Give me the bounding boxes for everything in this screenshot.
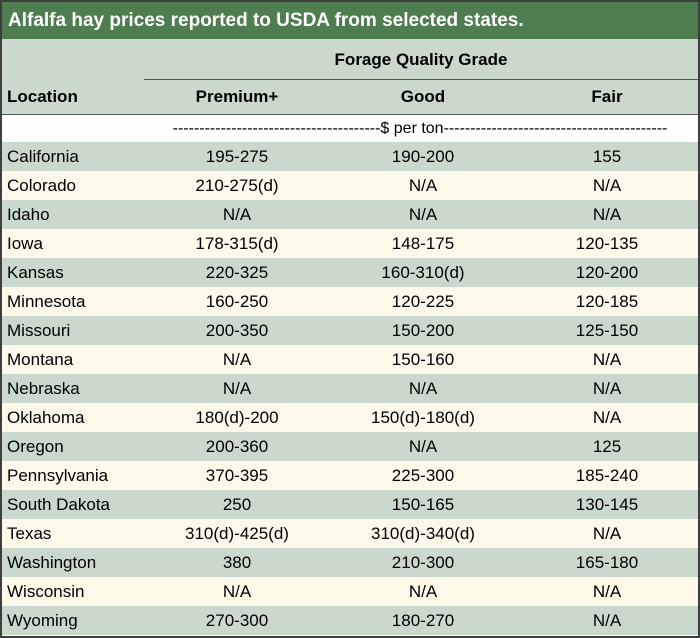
- cell-good: N/A: [408, 205, 438, 224]
- cell-premium: N/A: [222, 350, 252, 369]
- cell-premium: 310(d)-425(d): [185, 524, 289, 543]
- cell-premium: 210-275(d): [195, 176, 279, 195]
- cell-premium: 180(d)-200: [195, 408, 279, 427]
- cell-fair: 125: [592, 437, 622, 456]
- cell-premium: N/A: [222, 379, 252, 398]
- cell-fair: 120-135: [575, 234, 639, 253]
- cell-fair: 120-185: [575, 292, 639, 311]
- cell-fair: N/A: [592, 408, 622, 427]
- cell-premium: 178-315(d): [195, 234, 279, 253]
- cell-good: 225-300: [391, 466, 455, 485]
- cell-good: 180-270: [391, 611, 455, 630]
- cell-premium: 270-300: [205, 611, 269, 630]
- cell-fair: N/A: [592, 350, 622, 369]
- cell-location: Montana: [7, 350, 74, 369]
- cell-fair: N/A: [592, 176, 622, 195]
- cell-fair: N/A: [592, 611, 622, 630]
- column-header-premium: Premium+: [195, 87, 279, 106]
- cell-good: 210-300: [391, 553, 455, 572]
- table-row: Idaho N/A N/A N/A: [2, 200, 698, 229]
- cell-premium: 160-250: [205, 292, 269, 311]
- column-header-location: Location: [7, 87, 78, 106]
- cell-premium: 380: [222, 553, 252, 572]
- cell-location: Iowa: [7, 234, 43, 253]
- cell-location: Colorado: [7, 176, 76, 195]
- cell-premium: 250: [222, 495, 252, 514]
- table-row: Missouri 200-350 150-200 125-150: [2, 316, 698, 345]
- cell-location: Pennsylvania: [7, 466, 109, 485]
- units-row: ---------------------------------------$…: [2, 115, 698, 142]
- cell-fair: 120-200: [575, 263, 639, 282]
- table-header: Forage Quality Grade Location Premium+ G…: [2, 39, 698, 114]
- cell-good: 120-225: [391, 292, 455, 311]
- column-header-fair: Fair: [591, 87, 623, 106]
- table-row: Kansas 220-325 160-310(d) 120-200: [2, 258, 698, 287]
- cell-premium: 195-275: [205, 147, 269, 166]
- table-row: Nebraska N/A N/A N/A: [2, 374, 698, 403]
- cell-premium: 200-360: [205, 437, 269, 456]
- table-body: California 195-275 190-200 155 Colorado 210-2…: [2, 142, 698, 635]
- table-row: Colorado 210-275(d) N/A N/A: [2, 171, 698, 200]
- cell-location: Kansas: [7, 263, 64, 282]
- table-row: South Dakota 250 150-165 130-145: [2, 490, 698, 519]
- cell-good: 310(d)-340(d): [371, 524, 475, 543]
- cell-good: N/A: [408, 582, 438, 601]
- cell-location: Wyoming: [7, 611, 78, 630]
- group-header-forage-quality: Forage Quality Grade: [334, 50, 508, 69]
- column-header-good: Good: [400, 87, 446, 106]
- cell-fair: 185-240: [575, 466, 639, 485]
- table-title: Alfalfa hay prices reported to USDA from…: [2, 2, 698, 39]
- table-row: Montana N/A 150-160 N/A: [2, 345, 698, 374]
- cell-good: 150(d)-180(d): [371, 408, 475, 427]
- cell-good: 148-175: [391, 234, 455, 253]
- cell-premium: N/A: [222, 582, 252, 601]
- table-row: Texas 310(d)-425(d) 310(d)-340(d) N/A: [2, 519, 698, 548]
- cell-location: Nebraska: [7, 379, 80, 398]
- cell-good: 190-200: [391, 147, 455, 166]
- cell-location: Oklahoma: [7, 408, 85, 427]
- cell-location: Minnesota: [7, 292, 86, 311]
- cell-location: South Dakota: [7, 495, 111, 514]
- cell-good: 150-160: [391, 350, 455, 369]
- cell-fair: 165-180: [575, 553, 639, 572]
- cell-fair: N/A: [592, 379, 622, 398]
- table-row: Oklahoma 180(d)-200 150(d)-180(d) N/A: [2, 403, 698, 432]
- cell-premium: 220-325: [205, 263, 269, 282]
- cell-location: Idaho: [7, 205, 50, 224]
- cell-fair: 125-150: [575, 321, 639, 340]
- cell-location: California: [7, 147, 79, 166]
- cell-good: 160-310(d): [381, 263, 465, 282]
- cell-location: Missouri: [7, 321, 71, 340]
- cell-good: 150-200: [391, 321, 455, 340]
- table-row: Wyoming 270-300 180-270 N/A: [2, 606, 698, 635]
- table-row: Pennsylvania 370-395 225-300 185-240: [2, 461, 698, 490]
- cell-premium: 200-350: [205, 321, 269, 340]
- cell-fair: 155: [592, 147, 622, 166]
- header-divider: [2, 114, 698, 115]
- cell-good: N/A: [408, 176, 438, 195]
- cell-premium: N/A: [222, 205, 252, 224]
- table-row: Iowa 178-315(d) 148-175 120-135: [2, 229, 698, 258]
- cell-premium: 370-395: [205, 466, 269, 485]
- cell-location: Texas: [7, 524, 52, 543]
- table-row: California 195-275 190-200 155: [2, 142, 698, 171]
- table-row: Wisconsin N/A N/A N/A: [2, 577, 698, 606]
- table-row: Minnesota 160-250 120-225 120-185: [2, 287, 698, 316]
- cell-good: N/A: [408, 437, 438, 456]
- cell-location: Oregon: [7, 437, 64, 456]
- cell-fair: 130-145: [575, 495, 639, 514]
- cell-location: Washington: [7, 553, 97, 572]
- cell-fair: N/A: [592, 524, 622, 543]
- cell-good: N/A: [408, 379, 438, 398]
- table-row: Washington 380 210-300 165-180: [2, 548, 698, 577]
- cell-fair: N/A: [592, 205, 622, 224]
- table-row: Oregon 200-360 N/A 125: [2, 432, 698, 461]
- cell-good: 150-165: [391, 495, 455, 514]
- cell-fair: N/A: [592, 582, 622, 601]
- cell-location: Wisconsin: [7, 582, 85, 601]
- group-header-rule: [144, 79, 698, 80]
